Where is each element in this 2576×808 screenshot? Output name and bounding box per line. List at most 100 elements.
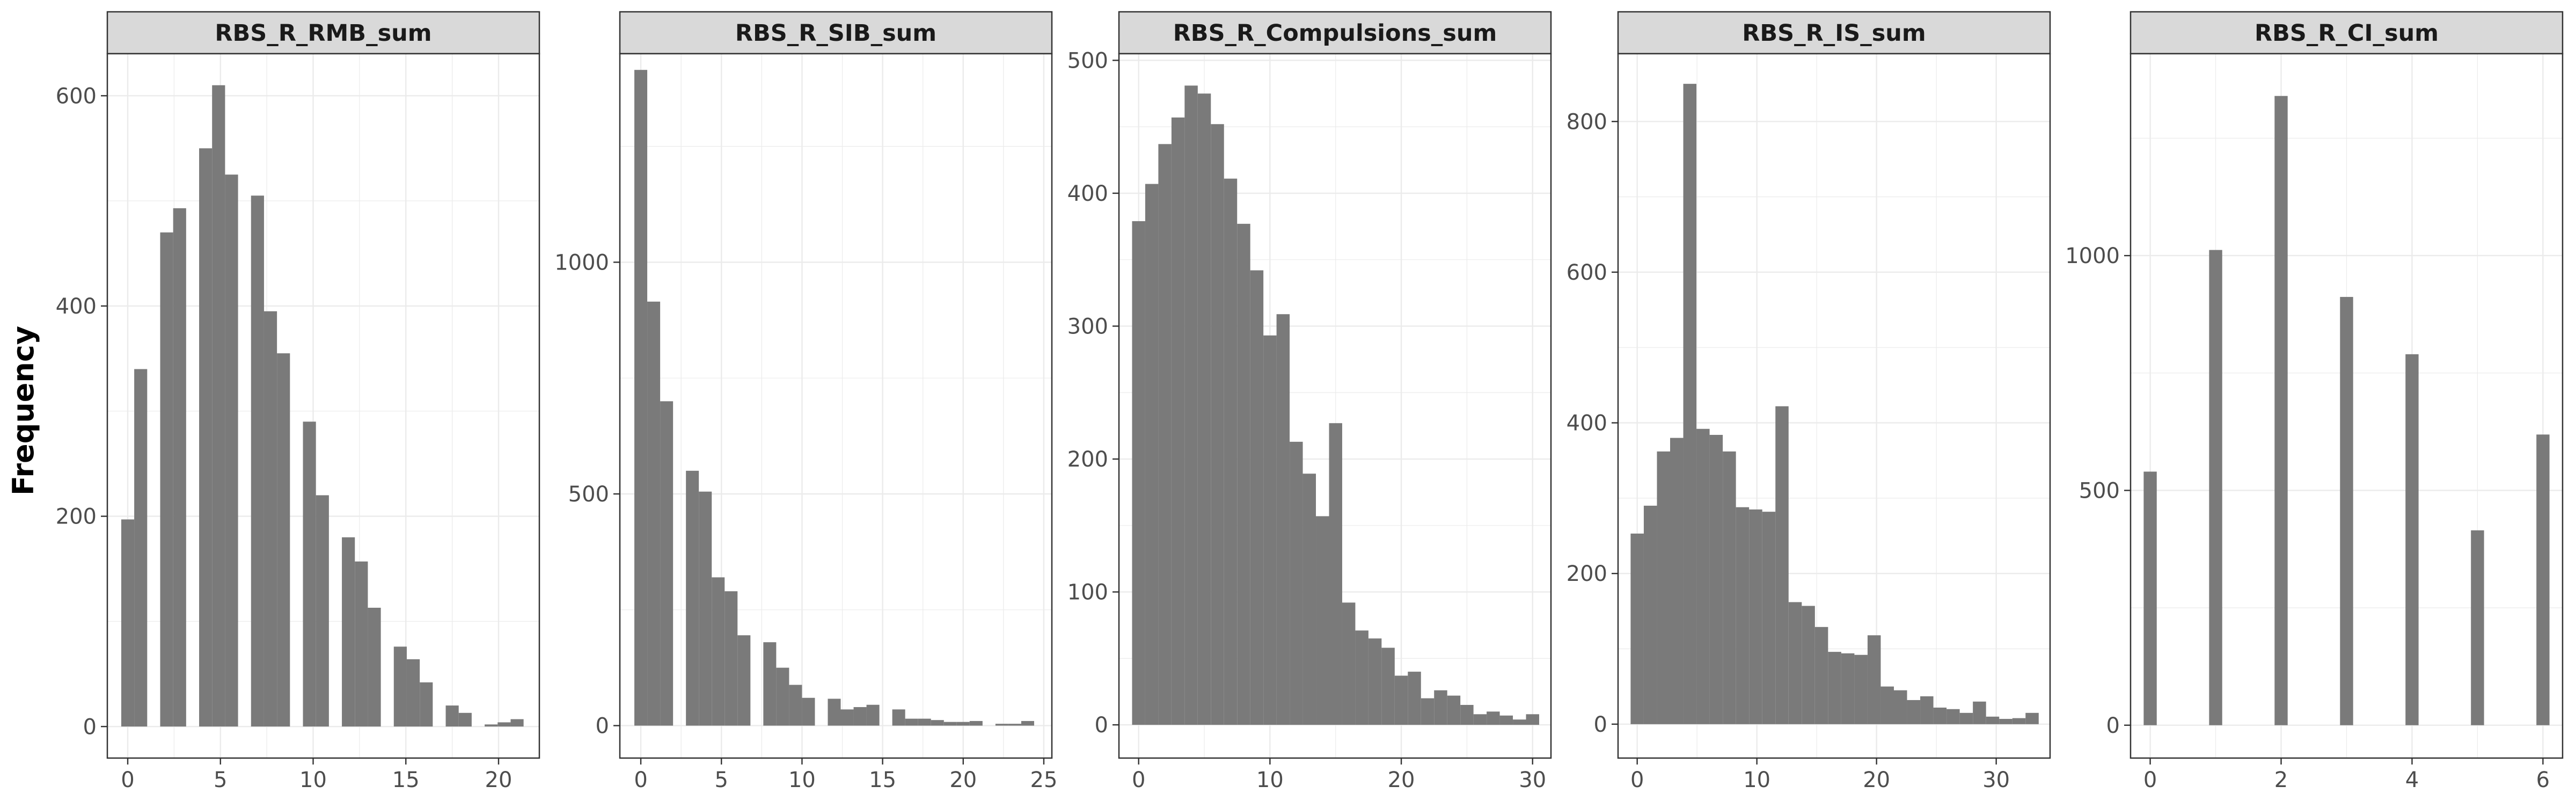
x-tick-label: 4 [2405, 768, 2419, 792]
histogram-bar [1630, 533, 1644, 724]
histogram-bar [2143, 471, 2157, 725]
x-tick-label: 20 [1388, 768, 1415, 792]
histogram-bar [277, 353, 290, 727]
histogram-bar [1145, 184, 1159, 725]
y-tick-label: 800 [1567, 110, 1607, 134]
histogram-bar [1302, 474, 1316, 725]
y-tick-label: 500 [568, 482, 609, 507]
histogram-bar [1132, 221, 1145, 725]
histogram-bar [2536, 434, 2550, 725]
histogram-bar [199, 148, 213, 727]
histogram-bar [956, 722, 970, 726]
x-tick-label: 0 [121, 768, 134, 792]
facet-title: RBS_R_RMB_sum [215, 20, 431, 47]
x-tick-label: 15 [869, 768, 896, 792]
histogram-bar [1657, 451, 1671, 724]
y-tick-label: 500 [1067, 48, 1108, 73]
histogram-bar [458, 712, 472, 727]
y-tick-label: 400 [56, 294, 97, 319]
x-tick-label: 10 [788, 768, 816, 792]
histogram-bar [724, 591, 738, 726]
histogram-bar [1224, 178, 1238, 725]
histogram-bar [828, 698, 841, 726]
histogram-bar [1709, 435, 1723, 724]
histogram-bar [1683, 84, 1697, 724]
histogram-bar [160, 232, 173, 727]
facet-panel-2: RBS_R_SIB_sum 0 500 1000 0 5 10 15 20 25 [554, 11, 1058, 792]
y-tick-label: 0 [1095, 713, 1108, 738]
histogram-bar [660, 401, 674, 726]
histogram-bar [1841, 653, 1855, 724]
histogram-bar [892, 709, 905, 726]
histogram-bar [251, 195, 264, 727]
histogram-bar [1749, 509, 1762, 724]
histogram-bar [1460, 704, 1474, 725]
histogram-bar [212, 85, 225, 727]
histogram-bar [1828, 652, 1841, 724]
histogram-bar [1513, 719, 1526, 725]
histogram-bar [121, 519, 135, 727]
histogram-bar [1867, 635, 1881, 724]
histogram-bar [1434, 690, 1447, 725]
histogram-bar [866, 704, 880, 726]
y-tick-label: 0 [2106, 714, 2120, 738]
histogram-bar [2012, 718, 2026, 724]
histogram-bar [1907, 700, 1921, 724]
histogram-bar [853, 707, 867, 726]
facet-title: RBS_R_IS_sum [1742, 20, 1926, 47]
histogram-bar [1447, 695, 1461, 725]
histogram-bar [1802, 606, 1815, 724]
x-tick-label: 20 [1863, 768, 1890, 792]
histogram-bar [1368, 638, 1382, 725]
y-tick-label: 300 [1067, 314, 1108, 339]
y-tick-label: 100 [1067, 580, 1108, 605]
histogram-bar [406, 659, 420, 727]
histogram-bar [497, 722, 511, 727]
histogram-bar [763, 642, 777, 726]
x-tick-label: 20 [949, 768, 977, 792]
histogram-bar [1184, 85, 1198, 725]
histogram-bar [840, 709, 854, 726]
histogram-bar [1329, 423, 1342, 725]
histogram-bar [173, 208, 186, 727]
histogram-bar [1021, 720, 1034, 726]
histogram-bar [2274, 96, 2288, 725]
histogram-bar [1880, 686, 1894, 724]
histogram-bar [943, 722, 957, 726]
x-tick-label: 30 [1982, 768, 2010, 792]
histogram-bar [1959, 712, 1973, 724]
histogram-bar [2025, 712, 2039, 724]
x-tick-label: 30 [1519, 768, 1546, 792]
histogram-bar [1237, 223, 1250, 725]
x-tick-label: 25 [1030, 768, 1058, 792]
facet-strip [106, 11, 540, 55]
histogram-bar [445, 705, 459, 727]
histogram-bar [368, 607, 381, 727]
histogram-bar [264, 311, 277, 727]
facet-panel-3: RBS_R_Compulsions_sum 0 100 200 300 400 500 0 10… [1067, 11, 1552, 792]
y-tick-label: 0 [83, 715, 97, 739]
panel-border [619, 53, 1053, 759]
histogram-bar [1211, 124, 1224, 725]
histogram-bar [1499, 715, 1513, 725]
histogram-bar [1762, 512, 1776, 724]
histogram-bar [1408, 672, 1421, 725]
histogram-bar [2340, 297, 2353, 725]
histogram-bar [686, 470, 699, 726]
y-tick-label: 200 [56, 505, 97, 529]
histogram-bar [1250, 270, 1264, 725]
histogram-bar [1893, 690, 1907, 724]
histogram-bar [1736, 507, 1750, 724]
facet-title: RBS_R_CI_sum [2255, 20, 2439, 47]
y-tick-label: 0 [596, 714, 609, 739]
x-tick-label: 2 [2274, 768, 2288, 792]
histogram-bar [355, 561, 368, 727]
y-tick-label: 400 [1567, 411, 1607, 436]
x-tick-label: 0 [2143, 768, 2157, 792]
histogram-bar [969, 720, 983, 726]
facet-title: RBS_R_SIB_sum [735, 20, 936, 47]
y-tick-label: 200 [1567, 562, 1607, 586]
histogram-bar [931, 720, 944, 726]
histogram-bar [1986, 716, 2000, 724]
